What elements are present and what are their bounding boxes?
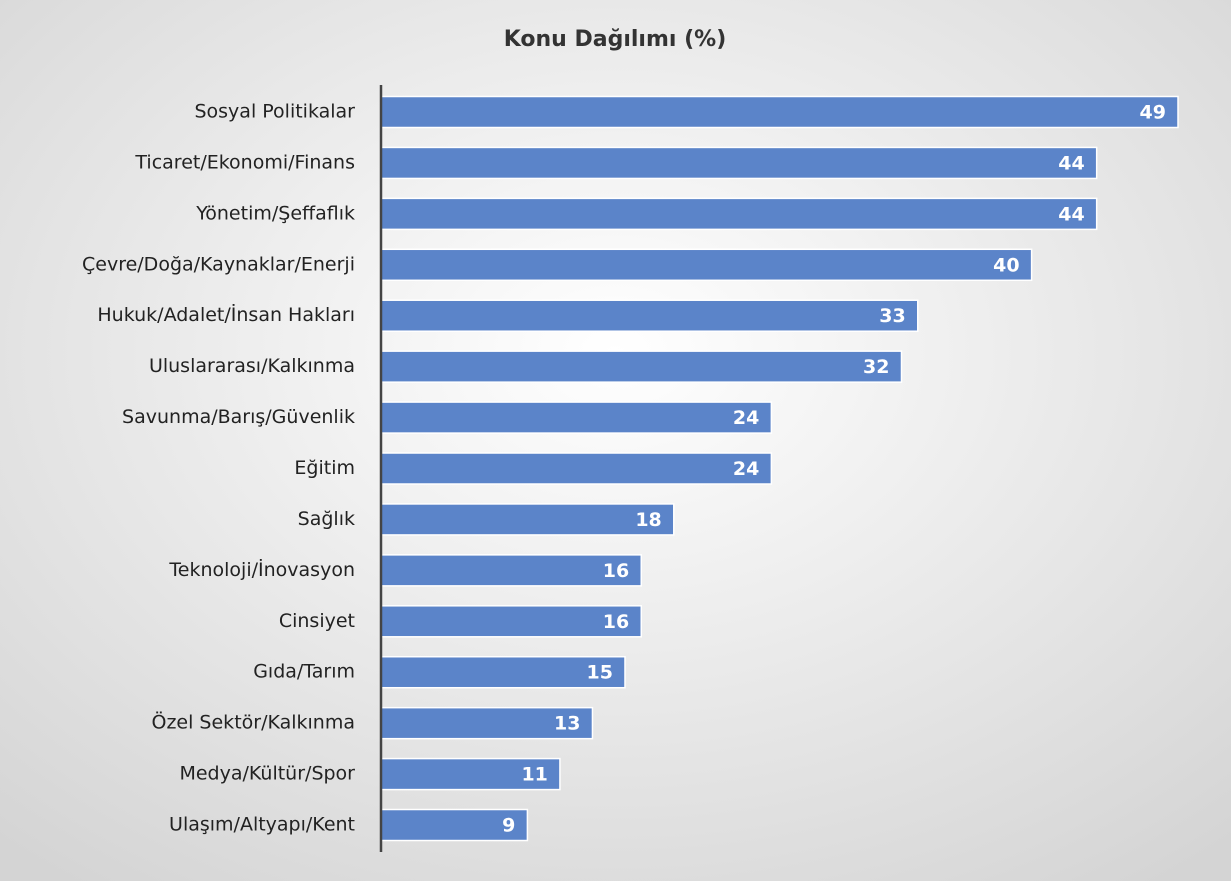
bar (380, 605, 642, 638)
value-label: 18 (635, 509, 661, 531)
bar (380, 452, 773, 485)
category-label: Gıda/Tarım (253, 661, 355, 683)
bar (380, 503, 675, 536)
category-label: Sosyal Politikalar (194, 101, 355, 123)
value-label: 15 (587, 662, 613, 684)
category-label: Teknoloji/İnovasyon (168, 558, 355, 581)
value-label: 24 (733, 407, 759, 429)
value-label: 33 (879, 305, 905, 327)
value-label: 11 (521, 764, 547, 786)
value-label: 44 (1058, 203, 1084, 225)
bar (380, 350, 903, 383)
value-label: 9 (502, 815, 515, 837)
category-label: Ticaret/Ekonomi/Finans (134, 151, 355, 173)
category-label: Eğitim (294, 457, 355, 479)
category-label: Ulaşım/Altyapı/Kent (169, 814, 355, 836)
category-label: Sağlık (298, 508, 355, 530)
bar (380, 401, 773, 434)
category-label: Hukuk/Adalet/İnsan Hakları (97, 303, 355, 326)
category-label: Çevre/Doğa/Kaynaklar/Enerji (82, 253, 355, 275)
category-label: Cinsiyet (279, 610, 355, 632)
value-label: 44 (1058, 152, 1084, 174)
category-label: Yönetim/Şeffaflık (195, 202, 355, 224)
chart-title: Konu Dağılımı (%) (504, 27, 727, 52)
category-label: Medya/Kültür/Spor (179, 763, 355, 785)
value-label: 32 (863, 356, 889, 378)
value-label: 49 (1140, 102, 1166, 124)
bar (380, 146, 1098, 180)
value-label: 40 (993, 254, 1019, 276)
bar (380, 299, 919, 332)
bar (380, 197, 1098, 231)
category-label: Uluslararası/Kalkınma (149, 355, 355, 377)
bar (380, 248, 1033, 282)
bar (380, 757, 561, 791)
category-label: Savunma/Barış/Güvenlik (122, 406, 355, 428)
value-label: 24 (733, 458, 759, 480)
bar (380, 95, 1179, 129)
category-label: Özel Sektör/Kalkınma (152, 711, 356, 734)
bar (380, 706, 594, 740)
value-label: 13 (554, 713, 580, 735)
value-label: 16 (603, 611, 629, 633)
value-label: 16 (603, 560, 629, 582)
bar (380, 655, 626, 689)
